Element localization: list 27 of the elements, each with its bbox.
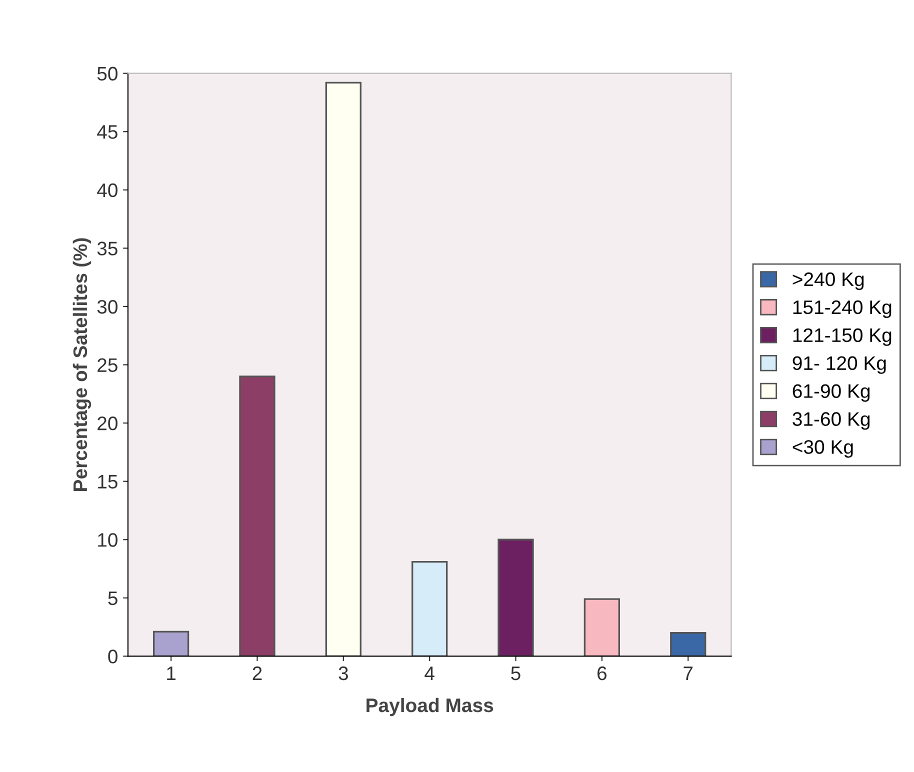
y-tick-label: 30: [97, 300, 118, 314]
y-axis-title: Percentage of Satellites (%): [72, 238, 92, 491]
legend-label: 121-150 Kg: [793, 328, 892, 346]
y-tick-label: 35: [97, 242, 118, 256]
y-tick-label: 15: [98, 475, 118, 489]
legend-label: 91- 120 Kg: [792, 356, 886, 374]
x-tick-label: 7: [684, 666, 693, 680]
legend-label: 31-60 Kg: [792, 412, 870, 430]
x-tick-label: 1: [167, 666, 176, 680]
y-tick-label: 50: [97, 66, 118, 81]
x-axis-title: Payload Mass: [366, 698, 494, 716]
legend-label: 151-240 Kg: [793, 300, 892, 318]
x-tick-label: 5: [511, 666, 520, 680]
y-tick-label: 20: [98, 416, 118, 430]
y-tick-label: 25: [98, 358, 118, 372]
y-tick-label: 5: [108, 592, 118, 606]
y-tick-label: 40: [97, 183, 118, 198]
y-tick-label: 45: [97, 125, 118, 139]
x-tick-label: 4: [424, 666, 434, 680]
legend-label: >240 Kg: [792, 272, 864, 290]
x-tick-label: 2: [252, 666, 262, 680]
legend-label: 61-90 Kg: [792, 384, 870, 402]
legend-label: <30 Kg: [792, 440, 853, 458]
x-tick-label: 6: [598, 666, 606, 680]
y-tick-label: 0: [108, 650, 118, 664]
y-tick-label: 10: [98, 533, 118, 547]
x-tick-label: 3: [338, 666, 348, 680]
